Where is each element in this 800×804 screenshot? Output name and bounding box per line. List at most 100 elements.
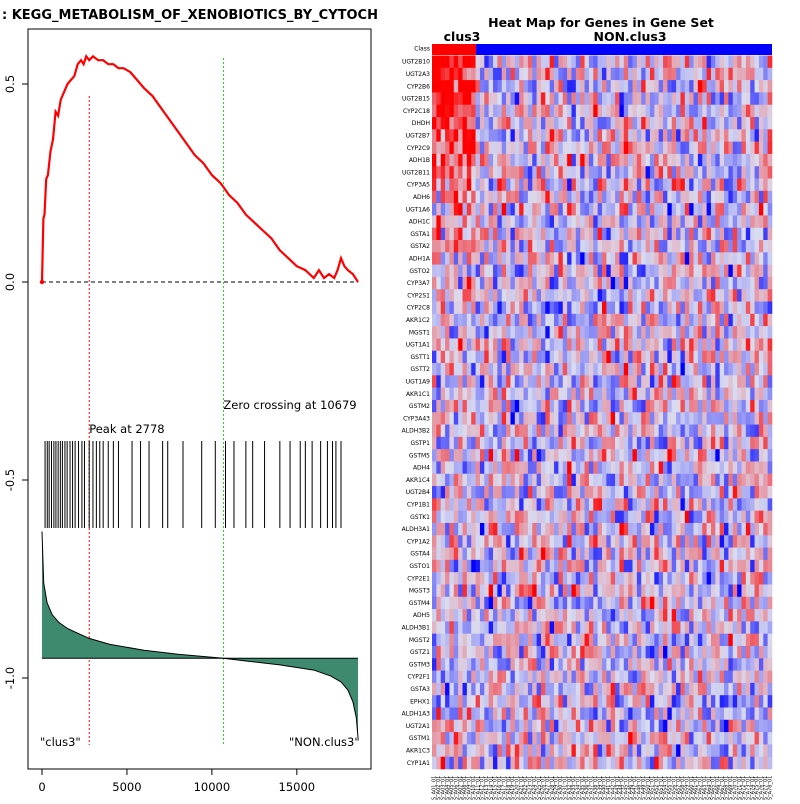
heatmap-cell xyxy=(501,117,507,130)
heatmap-cell xyxy=(536,190,542,204)
heatmap-cell xyxy=(519,732,524,745)
heatmap-cell xyxy=(676,633,681,647)
heatmap-cell xyxy=(684,80,690,93)
heatmap-cell xyxy=(671,522,677,536)
heatmap-cell xyxy=(741,240,747,253)
heatmap-cell xyxy=(575,166,581,179)
heatmap-cell xyxy=(536,621,542,634)
heatmap-cell xyxy=(532,645,537,659)
heatmap-cell xyxy=(724,756,729,770)
heatmap-cell xyxy=(693,510,699,524)
heatmap-cell xyxy=(649,522,655,536)
heatmap-cell xyxy=(702,289,707,302)
heatmap-cell xyxy=(453,682,459,696)
heatmap-cell xyxy=(479,301,485,315)
heatmap-cell xyxy=(663,424,668,438)
heatmap-cell xyxy=(449,732,455,745)
heatmap-cell xyxy=(575,313,581,327)
heatmap-cell xyxy=(680,301,686,315)
heatmap-cell xyxy=(575,436,581,450)
heatmap-cell xyxy=(584,682,590,696)
heatmap-cell xyxy=(484,424,489,438)
heatmap-cell xyxy=(767,596,773,610)
heatmap-cell xyxy=(558,301,564,315)
heatmap-cell xyxy=(471,313,476,327)
heatmap-cell xyxy=(632,596,638,610)
heatmap-cell xyxy=(671,670,677,684)
gene-label: ADH1B xyxy=(409,157,430,164)
heatmap-cell xyxy=(741,461,747,475)
heatmap-cell xyxy=(710,670,716,684)
heatmap-cell xyxy=(514,67,520,81)
heatmap-cell xyxy=(554,67,559,81)
heatmap-cell xyxy=(501,153,507,167)
sample-label: S_A56_01 xyxy=(671,776,677,800)
heatmap-cell xyxy=(519,719,524,733)
heatmap-cell xyxy=(649,756,655,770)
heatmap-cell xyxy=(440,104,446,118)
heatmap-cell xyxy=(540,166,546,179)
heatmap-cell xyxy=(623,301,629,315)
heatmap-cell xyxy=(536,412,542,425)
heatmap-cell xyxy=(767,301,773,315)
heatmap-cell xyxy=(667,399,673,413)
heatmap-cell xyxy=(654,473,659,487)
heatmap-cell xyxy=(697,584,703,598)
heatmap-cell xyxy=(706,117,712,130)
heatmap-cell xyxy=(684,215,690,229)
heatmap-cell xyxy=(654,498,659,511)
heatmap-cell xyxy=(641,535,646,548)
heatmap-cell xyxy=(767,547,773,561)
heatmap-cell xyxy=(619,510,625,524)
heatmap-cell xyxy=(497,707,503,721)
heatmap-cell xyxy=(532,363,537,376)
heatmap-cell xyxy=(676,215,681,229)
heatmap-cell xyxy=(719,387,725,401)
heatmap-cell xyxy=(514,486,520,499)
heatmap-cell xyxy=(732,117,738,130)
heatmap-cell xyxy=(523,633,529,647)
heatmap-cell xyxy=(514,510,520,524)
heatmap-cell xyxy=(588,55,594,69)
heatmap-cell xyxy=(475,55,481,69)
heatmap-cell xyxy=(645,289,651,302)
heatmap-cell xyxy=(706,203,712,216)
heatmap-cell xyxy=(549,609,555,622)
heatmap-cell xyxy=(479,744,485,757)
heatmap-cell xyxy=(527,682,533,696)
zero-crossing-label: Zero crossing at 10679 xyxy=(223,398,356,412)
heatmap-cell xyxy=(741,313,747,327)
heatmap-cell xyxy=(562,732,568,745)
heatmap-cell xyxy=(606,756,612,770)
heatmap-cell xyxy=(580,535,585,548)
heatmap-cell xyxy=(488,67,494,81)
heatmap-cell xyxy=(458,473,463,487)
heatmap-cell xyxy=(619,276,625,290)
heatmap-cell xyxy=(750,313,755,327)
heatmap-cell xyxy=(680,719,686,733)
heatmap-cell xyxy=(549,547,555,561)
heatmap-cell xyxy=(449,326,455,339)
heatmap-cell xyxy=(527,264,533,278)
heatmap-cell xyxy=(654,289,659,302)
heatmap-cell xyxy=(706,129,712,142)
heatmap-cell xyxy=(571,522,577,536)
heatmap-cell xyxy=(471,633,476,647)
heatmap-cell xyxy=(545,535,550,548)
heatmap-cell xyxy=(580,338,585,352)
heatmap-cell xyxy=(728,535,734,548)
heatmap-cell xyxy=(676,744,681,757)
heatmap-cell xyxy=(724,473,729,487)
sample-labels: S_A01_01S_A02_01S_A03_01S_A04_01S_A05_01… xyxy=(432,776,774,800)
heatmap-cell xyxy=(527,633,533,647)
heatmap-cell xyxy=(488,276,494,290)
heatmap-cell xyxy=(436,363,442,376)
heatmap-cell xyxy=(658,535,664,548)
heatmap-cell xyxy=(597,732,603,745)
heatmap-cell xyxy=(671,695,677,708)
heatmap-cell xyxy=(532,240,537,253)
heatmap-cell xyxy=(479,92,485,106)
heatmap-cell xyxy=(754,559,760,573)
heatmap-cell xyxy=(671,80,677,93)
heatmap-cell xyxy=(501,424,507,438)
